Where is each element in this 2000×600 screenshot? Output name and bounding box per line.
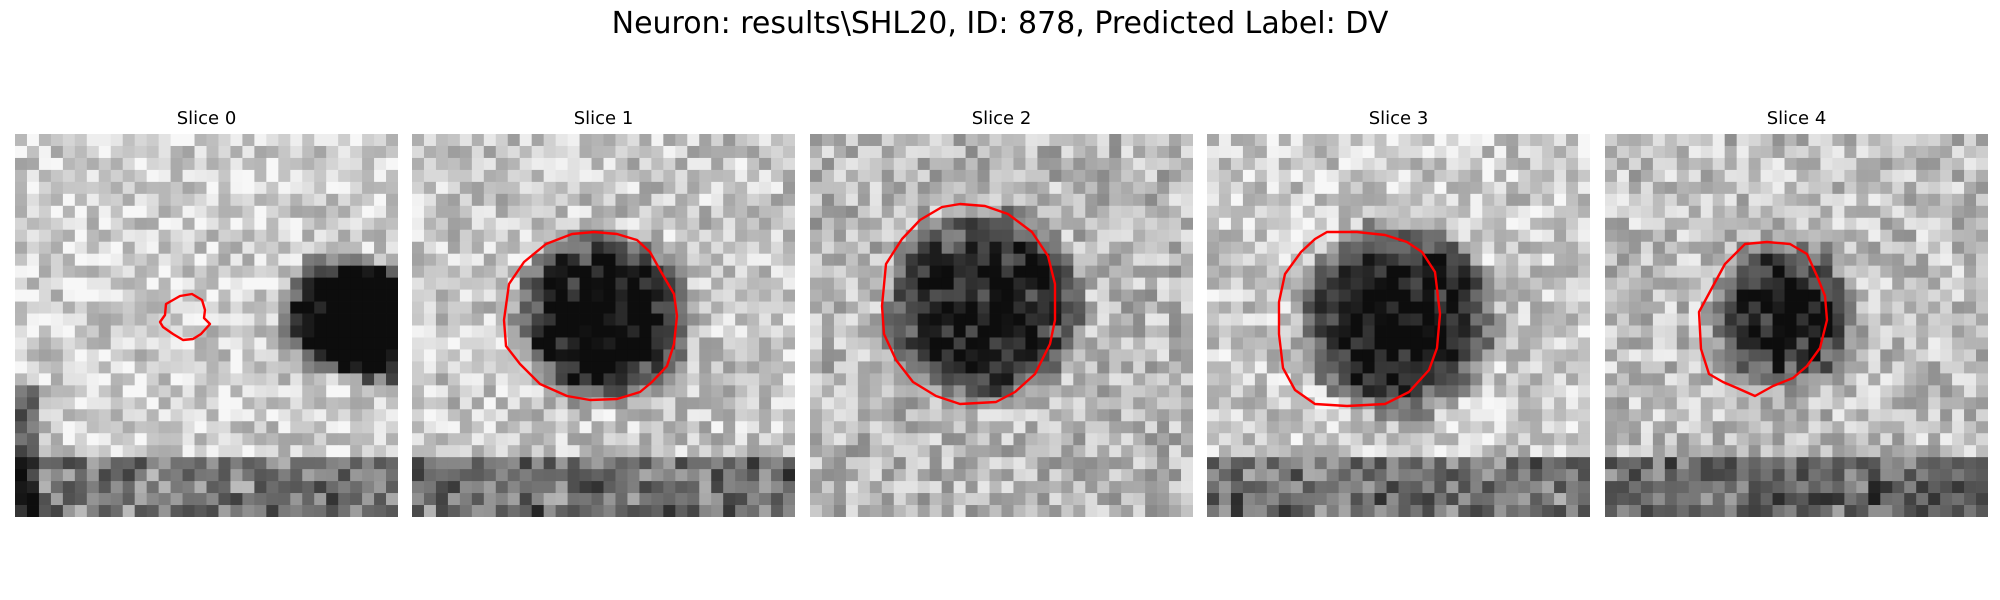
slice-title: Slice 2 bbox=[971, 108, 1032, 129]
slice-image bbox=[1605, 134, 1988, 517]
slice-image bbox=[412, 134, 795, 517]
slice-title: Slice 0 bbox=[176, 108, 237, 129]
slice-image bbox=[1207, 134, 1590, 517]
slice-title: Slice 3 bbox=[1368, 108, 1429, 129]
figure-title: Neuron: results\SHL20, ID: 878, Predicte… bbox=[611, 6, 1389, 41]
slice-image bbox=[15, 134, 398, 517]
slice-image bbox=[810, 134, 1193, 517]
slice-title: Slice 4 bbox=[1766, 108, 1827, 129]
slice-title: Slice 1 bbox=[573, 108, 634, 129]
